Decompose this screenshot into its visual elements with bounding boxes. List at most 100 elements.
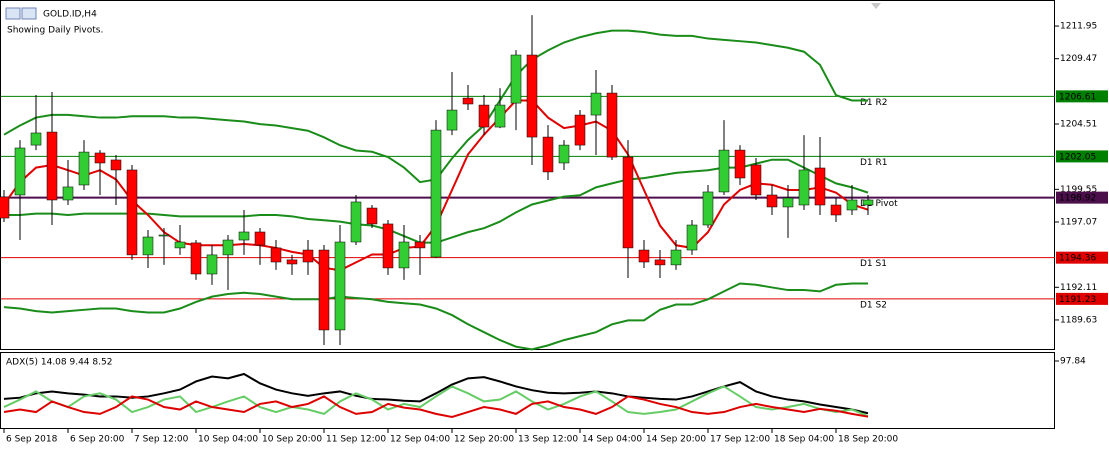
candle-body xyxy=(254,231,266,246)
candle-body xyxy=(350,201,362,243)
candle-body xyxy=(494,104,506,128)
x-tick-label: 12 Sep 20:00 xyxy=(454,435,514,445)
candle-body xyxy=(462,97,474,105)
candle-body xyxy=(558,144,570,164)
x-tick-label: 18 Sep 20:00 xyxy=(838,435,898,445)
candle-body xyxy=(270,247,282,263)
candle-body xyxy=(542,136,554,173)
x-tick-label: 11 Sep 12:00 xyxy=(326,435,386,445)
candle-body xyxy=(62,186,74,201)
candle-body xyxy=(142,236,154,256)
y-tick-label: 97.84 xyxy=(1060,357,1086,367)
candle-body xyxy=(446,109,458,131)
candle-body xyxy=(302,249,314,263)
price-badge-label: 1202.05 xyxy=(1059,152,1096,162)
x-tick-label: 18 Sep 04:00 xyxy=(774,435,834,445)
x-tick-label: 10 Sep 20:00 xyxy=(262,435,322,445)
candle-body xyxy=(798,169,810,206)
x-tick-label: 6 Sep 20:00 xyxy=(70,435,125,445)
candle-body xyxy=(846,199,858,211)
price-badge-label: 1206.61 xyxy=(1059,92,1096,102)
pivot-label: D1 R1 xyxy=(860,158,888,168)
candle-body xyxy=(702,191,714,226)
x-tick-label: 12 Sep 04:00 xyxy=(390,435,450,445)
candle-body xyxy=(734,149,746,179)
x-tick-label: 14 Sep 20:00 xyxy=(646,435,706,445)
candle-body xyxy=(750,164,762,196)
pivot-label: D1 S2 xyxy=(860,300,887,310)
y-tick-label: 1189.63 xyxy=(1060,315,1097,325)
candle-body xyxy=(222,239,234,256)
candle-body xyxy=(78,151,90,186)
band-line xyxy=(3,282,868,351)
candle-body xyxy=(206,254,218,275)
candle-body xyxy=(478,104,490,128)
pivot-label: D1 S1 xyxy=(860,259,887,269)
candle-body xyxy=(30,132,42,146)
x-tick-label: 7 Sep 12:00 xyxy=(134,435,189,445)
x-tick-label: 6 Sep 2018 xyxy=(6,435,58,445)
candle-body xyxy=(334,241,346,331)
main-panel xyxy=(0,0,1055,350)
price-badge-label: 1191.23 xyxy=(1059,295,1096,305)
price-badge xyxy=(1056,191,1108,204)
candle-body xyxy=(318,249,330,331)
price-badge xyxy=(1056,251,1108,264)
candle-body xyxy=(126,169,138,256)
candle-body xyxy=(286,259,298,265)
candle-body xyxy=(0,196,10,219)
candle-body xyxy=(718,149,730,193)
price-badge-label: 1194.36 xyxy=(1059,254,1096,264)
y-tick-label: 1192.11 xyxy=(1060,283,1097,293)
candle-body xyxy=(46,131,58,201)
y-tick-label: 1204.51 xyxy=(1060,120,1097,130)
x-tick-label: 14 Sep 04:00 xyxy=(582,435,642,445)
candle-body xyxy=(766,194,778,208)
x-tick-label: 17 Sep 12:00 xyxy=(710,435,770,445)
candle-body xyxy=(654,259,666,266)
window-icon xyxy=(5,7,21,20)
price-badge xyxy=(1056,292,1108,305)
y-tick-label: 1211.95 xyxy=(1060,22,1097,32)
indicator-line xyxy=(3,385,869,418)
candle-body xyxy=(510,54,522,104)
candle-body xyxy=(782,197,794,208)
candle-body xyxy=(174,241,186,249)
candle-body xyxy=(814,167,826,206)
indicator-line xyxy=(3,395,869,419)
indicator-panel xyxy=(0,352,1055,429)
candle-body xyxy=(94,152,106,164)
pivot-label: D1 Pivot xyxy=(860,199,898,209)
candle-body xyxy=(590,92,602,116)
candle-body xyxy=(606,92,618,158)
chart-title: GOLD.ID,H4 xyxy=(43,10,97,20)
candle-body xyxy=(158,234,170,237)
window-icon xyxy=(21,7,37,20)
candle-body xyxy=(862,199,874,206)
candle-body xyxy=(526,54,538,138)
indicator-label: ADX(5) 14.08 9.44 8.52 xyxy=(6,358,112,368)
candle-body xyxy=(398,241,410,269)
candle-body xyxy=(622,156,634,249)
candle-body xyxy=(574,114,586,146)
candle-body xyxy=(670,249,682,266)
candle-body xyxy=(366,207,378,225)
price-badge xyxy=(1056,90,1108,103)
candle-body xyxy=(110,159,122,171)
x-tick-label: 13 Sep 12:00 xyxy=(518,435,578,445)
y-tick-label: 1199.55 xyxy=(1060,185,1097,195)
price-badge xyxy=(1056,150,1108,163)
chart-subtitle: Showing Daily Pivots. xyxy=(7,26,103,36)
candle-body xyxy=(190,242,202,275)
candle-body xyxy=(414,241,426,249)
candle-body xyxy=(382,223,394,269)
price-badge-label: 1198.92 xyxy=(1059,194,1096,204)
candle-body xyxy=(830,204,842,216)
candle-body xyxy=(430,129,442,258)
y-tick-label: 1209.47 xyxy=(1060,54,1097,64)
candle-body xyxy=(686,224,698,251)
shift-marker xyxy=(871,3,881,9)
candle-body xyxy=(638,249,650,263)
